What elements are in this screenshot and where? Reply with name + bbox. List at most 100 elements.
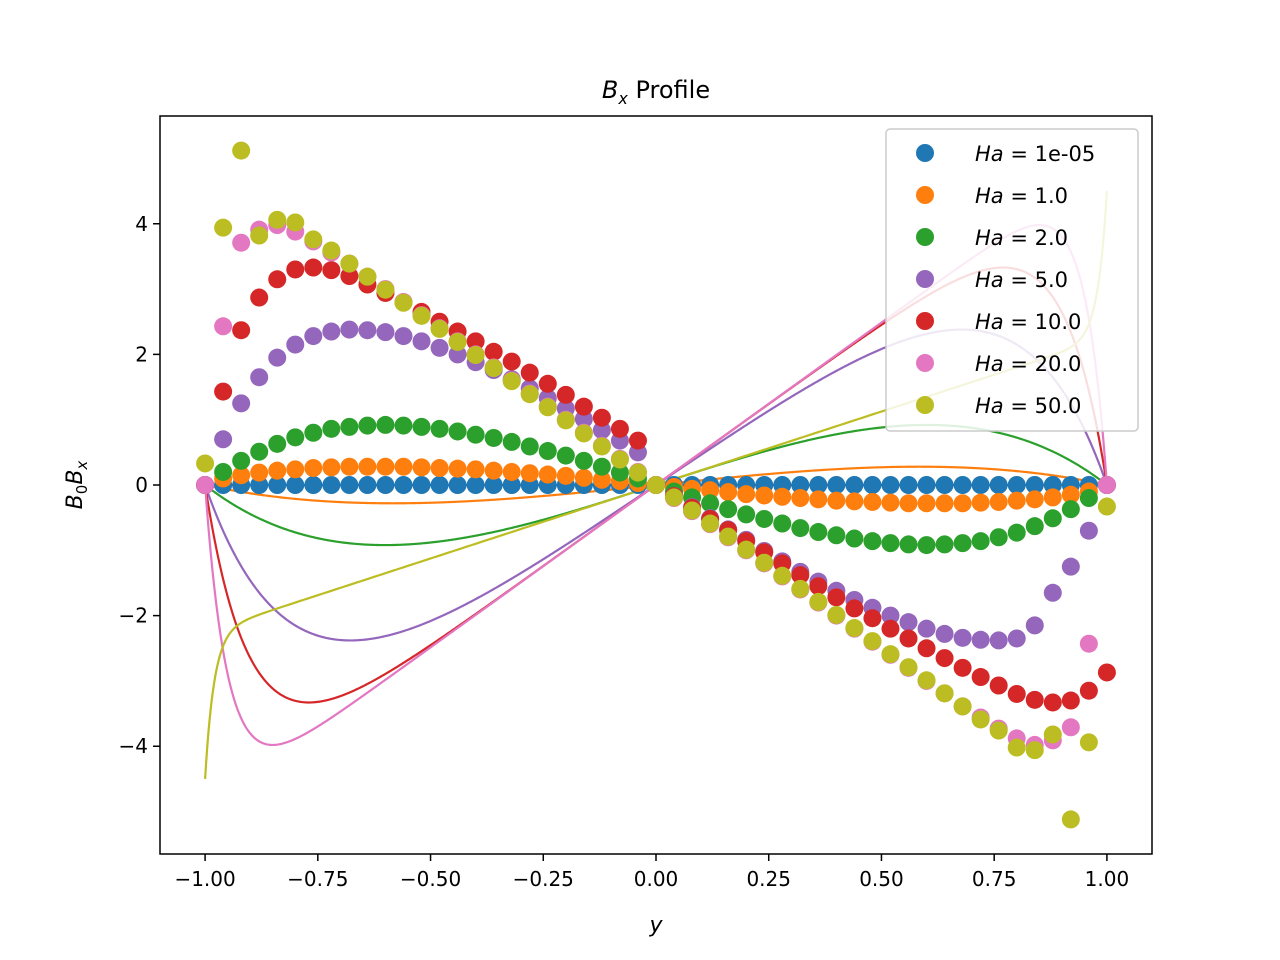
data-point — [1043, 725, 1062, 744]
data-point — [719, 527, 738, 546]
data-point — [755, 509, 774, 528]
data-point — [1061, 500, 1080, 519]
data-point — [232, 141, 251, 160]
data-point — [340, 320, 359, 339]
data-point — [845, 492, 864, 511]
data-point — [358, 457, 377, 476]
data-point — [538, 398, 557, 417]
data-point — [232, 451, 251, 470]
data-point — [989, 492, 1008, 511]
data-point — [989, 721, 1008, 740]
data-point — [809, 490, 828, 509]
data-point — [484, 342, 503, 361]
data-point — [1079, 521, 1098, 540]
data-point — [971, 710, 990, 729]
data-point — [899, 494, 918, 513]
data-point — [953, 658, 972, 677]
data-point — [340, 457, 359, 476]
data-point — [610, 463, 629, 482]
legend: Ha = 1e-05 Ha = 1.0 Ha = 2.0 Ha = 5.0 Ha = 1… — [885, 128, 1139, 432]
data-point — [358, 476, 377, 494]
chart-title: Bx Profile — [602, 76, 710, 108]
data-point — [1007, 738, 1026, 757]
data-point — [412, 458, 431, 477]
data-point — [484, 359, 503, 378]
data-point — [196, 454, 215, 473]
data-point — [466, 460, 485, 479]
data-point — [935, 494, 954, 513]
x-tick-label: 0.75 — [972, 867, 1017, 891]
data-point — [1007, 684, 1026, 703]
data-point — [250, 368, 269, 387]
data-point — [520, 437, 539, 456]
y-axis-label: B0Bx — [63, 461, 91, 510]
data-point — [953, 494, 972, 513]
data-point — [701, 481, 720, 500]
data-point — [286, 428, 305, 447]
data-point — [953, 628, 972, 647]
data-point — [791, 566, 810, 585]
data-point — [809, 476, 828, 494]
data-point — [502, 476, 521, 494]
x-tick-label: 0.50 — [859, 867, 904, 891]
y-tick-label: −4 — [119, 734, 148, 758]
data-point — [304, 459, 323, 478]
data-point — [304, 258, 323, 277]
data-point — [358, 321, 377, 340]
legend-marker — [916, 396, 934, 414]
data-point — [953, 476, 972, 494]
series-markers — [196, 141, 1116, 829]
data-point — [556, 411, 575, 430]
data-point — [322, 476, 341, 494]
data-point — [340, 267, 359, 286]
data-point — [737, 505, 756, 524]
data-point — [1097, 663, 1116, 682]
legend-label: Ha = 2.0 — [975, 226, 1068, 250]
data-point — [574, 424, 593, 443]
data-point — [1025, 690, 1044, 709]
x-axis-ticks: −1.00 −0.75 −0.50 −0.25 0.00 0.25 0.50 0.75 1.00 — [174, 854, 1129, 891]
data-point — [376, 457, 395, 476]
data-point — [1043, 488, 1062, 507]
data-point — [322, 241, 341, 260]
data-point — [520, 464, 539, 483]
data-point — [286, 476, 305, 494]
data-point — [827, 526, 846, 545]
data-point — [538, 374, 557, 393]
data-point — [250, 226, 269, 245]
legend-marker — [916, 270, 934, 288]
data-point — [466, 476, 485, 494]
data-point — [376, 476, 395, 494]
data-point — [340, 476, 359, 494]
data-point — [412, 332, 431, 351]
data-point — [1079, 489, 1098, 508]
data-point — [502, 372, 521, 391]
data-point — [304, 327, 323, 346]
data-point — [448, 345, 467, 364]
y-tick-label: 2 — [135, 342, 148, 366]
data-point — [286, 460, 305, 479]
data-point — [971, 476, 990, 494]
data-point — [412, 306, 431, 325]
data-point — [1043, 509, 1062, 528]
data-point — [845, 529, 864, 548]
data-point — [502, 462, 521, 481]
data-point — [610, 450, 629, 469]
data-point — [881, 645, 900, 664]
data-point — [556, 385, 575, 404]
y-axis-ticks: −4 −2 0 2 4 — [119, 212, 160, 758]
data-point — [250, 476, 269, 494]
data-point — [286, 213, 305, 232]
legend-label: Ha = 1.0 — [975, 184, 1068, 208]
data-point — [628, 463, 647, 482]
data-point — [466, 346, 485, 365]
x-tick-label: 1.00 — [1085, 867, 1130, 891]
data-point — [683, 501, 702, 520]
legend-marker — [916, 228, 934, 246]
data-point — [412, 476, 431, 494]
data-point — [935, 476, 954, 494]
data-point — [628, 431, 647, 450]
data-point — [845, 476, 864, 494]
data-point — [430, 419, 449, 438]
data-point — [1079, 733, 1098, 752]
